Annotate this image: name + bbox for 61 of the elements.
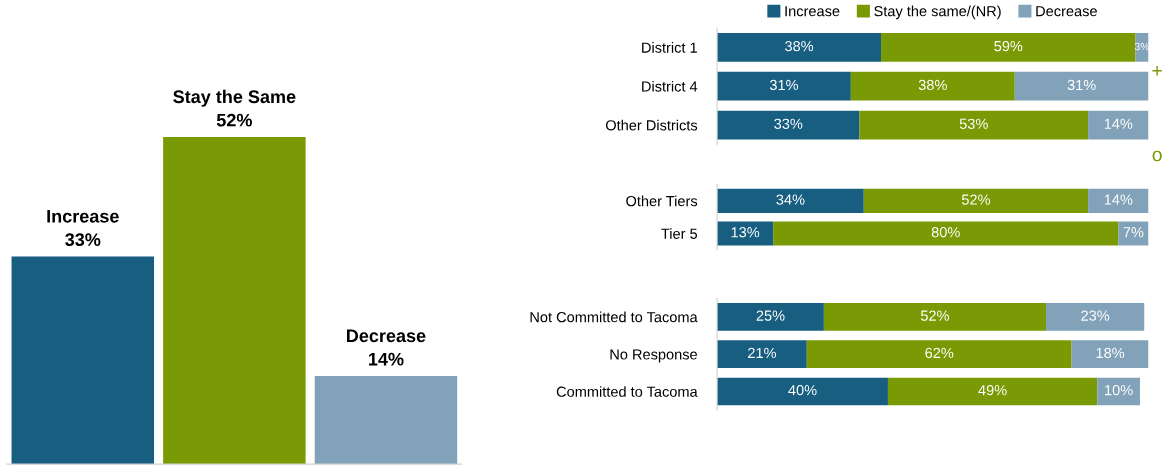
- bar: [1088, 110, 1149, 140]
- data-label: 23%: [1081, 310, 1110, 321]
- bar: [850, 71, 1015, 101]
- data-label: 25%: [756, 310, 785, 321]
- bar: [806, 340, 1072, 368]
- data-label: 38%: [918, 79, 947, 91]
- legend-label: Stay the same/(NR): [874, 5, 1001, 20]
- data-label: 34%: [776, 194, 805, 205]
- y-tick-label: Tier 5: [661, 228, 698, 239]
- data-label: 10%: [1105, 385, 1133, 396]
- text: o: [1152, 150, 1162, 162]
- bar: [717, 303, 824, 331]
- data-label: 53%: [959, 118, 988, 129]
- bar: [1045, 303, 1145, 331]
- bar: [1014, 71, 1149, 101]
- data-label: 40%: [788, 385, 817, 396]
- bar: [717, 188, 864, 213]
- data-label: 7%: [1123, 227, 1144, 238]
- bar: [859, 110, 1089, 140]
- bar: [1071, 340, 1149, 368]
- data-label: 31%: [1067, 79, 1096, 91]
- bar: [823, 303, 1046, 331]
- bar: [863, 188, 1089, 213]
- y-tick-label: Committed to Tacoma: [556, 386, 698, 397]
- bar: [881, 33, 1136, 62]
- bar: [717, 110, 860, 140]
- data-label: 31%: [769, 79, 799, 91]
- data-label: 13%: [731, 227, 760, 238]
- bar: [717, 71, 851, 101]
- data-label: 21%: [748, 347, 777, 359]
- legend-label: Decrease: [1036, 6, 1097, 17]
- data-label: Decrease 14%: [347, 329, 426, 366]
- data-label: 14%: [1104, 118, 1133, 129]
- data-label: 49%: [978, 385, 1007, 396]
- bar: [717, 377, 888, 406]
- y-tick-label: Not Committed to Tacoma: [530, 311, 698, 323]
- data-label: 14%: [1104, 194, 1133, 205]
- data-label: 33%: [774, 118, 803, 129]
- data-label: Stay the Same 52%: [173, 89, 296, 127]
- bar: [1097, 377, 1140, 406]
- data-label: 18%: [1096, 347, 1125, 359]
- data-label: 62%: [925, 347, 954, 359]
- text: +: [1152, 66, 1162, 76]
- y-tick-label: Other Districts: [605, 119, 698, 131]
- bar: [887, 377, 1098, 406]
- y-tick-label: Other Tiers: [626, 195, 698, 207]
- y-tick-label: No Response: [610, 349, 697, 363]
- y-tick-label: District 1: [642, 42, 697, 53]
- data-label: 52%: [961, 194, 991, 205]
- data-label: 52%: [920, 310, 950, 321]
- data-label: 80%: [931, 227, 960, 238]
- bar: [1118, 221, 1149, 246]
- bar: [717, 340, 807, 368]
- data-label: 38%: [785, 40, 814, 52]
- y-tick-label: District 4: [642, 80, 698, 92]
- data-label: Increase 33%: [47, 210, 119, 247]
- bar: [717, 33, 882, 62]
- data-label: 59%: [994, 40, 1023, 52]
- legend-label: Increase: [785, 6, 840, 17]
- bar: [717, 221, 774, 246]
- bar: [1088, 188, 1149, 213]
